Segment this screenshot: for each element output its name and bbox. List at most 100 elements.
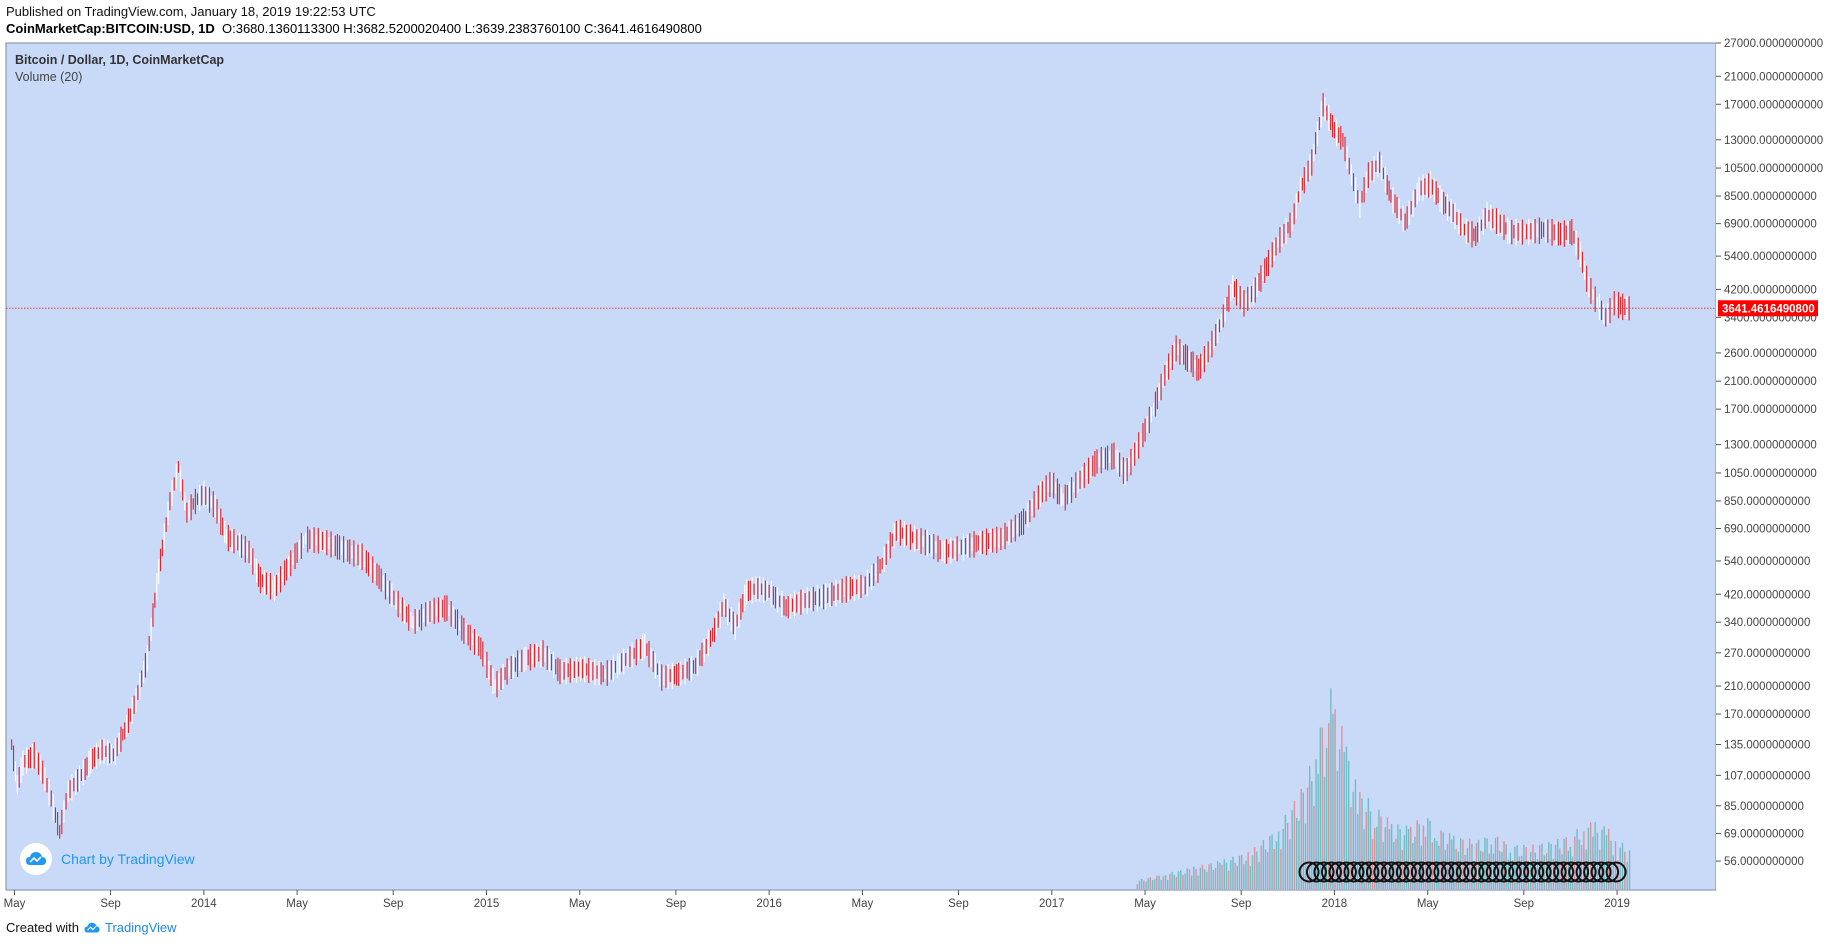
y-tick-label: 170.0000000000 (1724, 709, 1810, 721)
volume-bar (1156, 875, 1158, 889)
volume-bar (1175, 876, 1178, 889)
event-marker-icon (1328, 861, 1350, 883)
x-tick-label: Sep (100, 898, 120, 910)
volume-bar (1418, 823, 1420, 889)
y-tick-label: 540.0000000000 (1724, 556, 1810, 568)
volume-bar (1567, 850, 1570, 889)
volume-bar (1151, 879, 1154, 889)
volume-bar (1249, 865, 1252, 889)
event-marker-icon (1305, 861, 1327, 883)
event-marker-icon (1485, 861, 1507, 883)
close-label: C: (584, 21, 597, 36)
volume-bar (1336, 770, 1339, 889)
event-marker-icon (1590, 861, 1612, 883)
volume-bar (1262, 840, 1265, 889)
volume-bar (1345, 746, 1348, 889)
event-marker-icon (1298, 861, 1320, 883)
high-value: 3682.5200020400 (356, 21, 462, 36)
volume-bar (1410, 826, 1412, 889)
x-tick-label: May (1417, 898, 1439, 910)
volume-bar (1397, 824, 1399, 889)
volume-bar (1393, 842, 1395, 889)
event-marker-icon (1395, 861, 1417, 883)
volume-bar (1475, 843, 1478, 889)
event-marker-icon (1508, 861, 1530, 883)
event-marker-icon (1380, 861, 1402, 883)
volume-bar (1446, 843, 1449, 889)
x-tick-label: 2015 (474, 898, 500, 910)
volume-bar (1300, 789, 1302, 889)
high-label: H: (343, 21, 357, 36)
volume-bar (1416, 820, 1418, 889)
volume-bar (1332, 713, 1334, 889)
volume-bar (1323, 776, 1326, 889)
event-marker-icon (1418, 861, 1440, 883)
volume-bar (1280, 849, 1282, 889)
y-tick-label: 17000.0000000000 (1724, 99, 1823, 111)
chart-by-tradingview-badge[interactable]: Chart by TradingView (20, 843, 195, 875)
chart-legend: Bitcoin / Dollar, 1D, CoinMarketCap Volu… (15, 52, 224, 86)
event-marker-icon (1598, 861, 1620, 883)
price-axis-background (1716, 43, 1822, 890)
volume-bar (1264, 849, 1267, 889)
volume-bar (1206, 871, 1208, 889)
event-marker-icon (1583, 861, 1605, 883)
volume-bar (1291, 810, 1293, 889)
volume-bar (1628, 850, 1631, 889)
volume-bar (1245, 860, 1247, 889)
symbol-label: CoinMarketCap:BITCOIN:USD, 1D (6, 21, 215, 36)
volume-bar (1357, 814, 1359, 889)
volume-bar (1350, 807, 1352, 889)
volume-bar (1236, 865, 1238, 889)
volume-bar (1315, 759, 1317, 889)
volume-bar (1380, 816, 1382, 889)
y-tick-label: 2100.0000000000 (1724, 376, 1817, 388)
volume-bar (1343, 752, 1345, 889)
y-tick-label: 1700.0000000000 (1724, 404, 1817, 416)
volume-bar (1399, 829, 1401, 889)
volume-bar (1184, 873, 1186, 889)
volume-bar (1448, 833, 1451, 889)
y-tick-label: 85.0000000000 (1724, 801, 1804, 813)
volume-bar (1306, 787, 1309, 889)
volume-bar (1171, 871, 1173, 889)
volume-bar (1311, 781, 1313, 889)
volume-bar (1405, 825, 1408, 889)
event-marker-icon (1545, 861, 1567, 883)
volume-bar (1490, 844, 1492, 889)
volume-bar (1240, 855, 1243, 889)
legend-volume: Volume (20) (15, 70, 83, 84)
volume-bar (1271, 834, 1273, 889)
event-marker-icon (1455, 861, 1477, 883)
y-tick-label: 56.0000000000 (1724, 856, 1804, 868)
event-marker-icon (1523, 861, 1545, 883)
volume-bar (1225, 862, 1228, 889)
x-tick-label: 2017 (1039, 898, 1065, 910)
volume-bar (1334, 709, 1336, 889)
y-tick-label: 690.0000000000 (1724, 524, 1810, 536)
event-marker-icon (1530, 861, 1552, 883)
volume-bar (1363, 829, 1365, 889)
event-marker-icon (1500, 861, 1522, 883)
volume-bar (1277, 831, 1280, 889)
event-marker-icon (1448, 861, 1470, 883)
volume-bar (1193, 866, 1195, 889)
volume-bar (1145, 881, 1147, 889)
volume-bar (1594, 821, 1596, 889)
volume-bar (1514, 846, 1516, 889)
volume-bar (1585, 849, 1587, 889)
y-tick-label: 13000.0000000000 (1724, 135, 1823, 147)
volume-bar (1182, 874, 1184, 889)
y-tick-label: 5400.0000000000 (1724, 251, 1817, 263)
volume-bar (1251, 855, 1254, 889)
event-marker-icon (1478, 861, 1500, 883)
volume-bar (1188, 869, 1191, 889)
footer-brand-link[interactable]: TradingView (104, 920, 177, 935)
y-tick-label: 8500.0000000000 (1724, 191, 1817, 203)
volume-bar (1325, 748, 1328, 889)
y-tick-label: 107.0000000000 (1724, 770, 1810, 782)
volume-bar (1589, 822, 1592, 889)
y-tick-label: 340.0000000000 (1724, 617, 1810, 629)
volume-bar (1347, 760, 1350, 889)
